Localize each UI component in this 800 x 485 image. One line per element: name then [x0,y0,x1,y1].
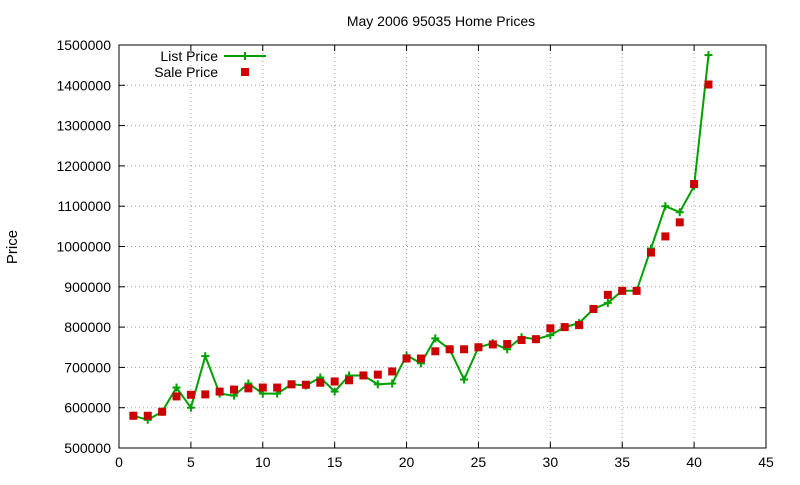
sale-price-point [546,324,555,333]
sale-price-point [690,180,699,189]
sale-price-point [258,383,267,392]
sale-price-point [172,392,181,401]
chart-title: May 2006 95035 Home Prices [347,13,535,29]
sale-price-point [129,411,138,420]
plot-frame [118,44,767,449]
sale-price-point [517,335,526,344]
sale-price-point [431,347,440,356]
sale-price-point [316,378,325,387]
sale-price-point [244,384,253,393]
sale-price-point [158,407,167,416]
x-tick-label: 20 [399,454,415,470]
sale-price-point [646,248,655,257]
x-tick-label: 5 [187,454,195,470]
y-tick-label: 1500000 [56,37,111,53]
sale-price-point [575,321,584,330]
list-price-point [704,51,713,60]
list-price-point [675,208,684,217]
sale-price-point [531,335,540,344]
x-tick-label: 35 [614,454,630,470]
y-tick-label: 600000 [64,400,111,416]
sale-price-point [589,304,598,313]
sale-price-point [661,232,670,241]
sale-price-point [460,345,469,354]
sale-price-point [143,411,152,420]
y-tick-label: 1200000 [56,158,111,174]
list-price-point [330,387,339,396]
sale-price-point [488,340,497,349]
legend-label: List Price [160,48,218,64]
sale-price-point [388,367,397,376]
list-price-point [431,334,440,343]
x-tick-label: 40 [686,454,702,470]
grid-lines [119,45,766,448]
sale-price-point [618,286,627,295]
legend-marker [241,52,249,60]
sale-price-point [474,343,483,352]
sale-price-point [359,371,368,380]
sale-price-point [373,370,382,379]
sale-price-point [201,390,210,399]
sale-price-point [330,377,339,386]
sale-price-point [603,290,612,299]
y-tick-label: 1100000 [58,198,112,214]
sale-price-point [345,376,354,385]
y-tick-label: 900000 [64,279,111,295]
legend-marker [241,68,249,76]
sale-price-point [560,323,569,332]
y-tick-label: 800000 [64,319,111,335]
x-tick-label: 10 [255,454,271,470]
list-price-point [201,352,210,361]
y-tick-label: 1000000 [56,239,111,255]
list-price-point [388,379,397,388]
sale-price-point [402,354,411,363]
sale-price-point [186,390,195,399]
y-tick-label: 500000 [64,440,111,456]
sale-price-point [445,345,454,354]
x-tick-label: 0 [115,454,123,470]
list-price-point [373,380,382,389]
x-tick-label: 25 [471,454,487,470]
x-tick-label: 45 [758,454,774,470]
y-tick-label: 1300000 [56,118,111,134]
sale-price-point [675,218,684,227]
sale-price-point [632,286,641,295]
y-tick-label: 700000 [64,359,111,375]
list-price-point [172,383,181,392]
sale-price-point [301,380,310,389]
sale-price-point [273,383,282,392]
x-tick-label: 15 [327,454,343,470]
series-layer [129,51,713,424]
sale-price-point [503,340,512,349]
list-price-point [603,298,612,307]
sale-price-point [287,380,296,389]
axes: 500000 600000 700000 800000 900000 1000000 110… [56,37,774,470]
sale-price-point [230,385,239,394]
list-price-point [546,331,555,340]
y-axis-label: Price [4,230,21,264]
sale-price-point [215,387,224,396]
legend-label: Sale Price [154,64,218,80]
list-price-point [186,403,195,412]
list-price-point [460,375,469,384]
y-tick-label: 1400000 [56,77,111,93]
x-tick-label: 30 [543,454,559,470]
sale-price-point [416,354,425,363]
sale-price-point [704,80,713,89]
list-price-point [661,202,670,211]
